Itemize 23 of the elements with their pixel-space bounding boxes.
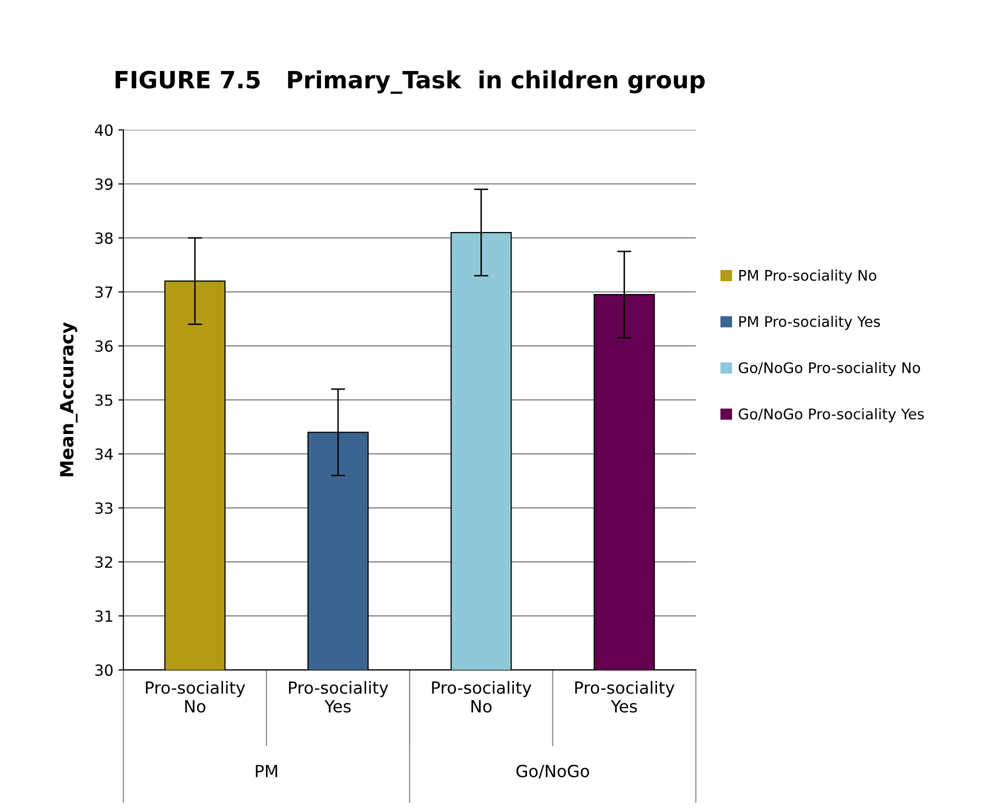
text: PM xyxy=(256,764,278,778)
y-tick-label: 40 xyxy=(94,124,113,136)
x-tick-label: Pro-sociality No xyxy=(432,681,532,713)
y-tick-label: 35 xyxy=(95,394,112,406)
y-tick-label: 39 xyxy=(95,178,113,190)
y-tick-label: 30 xyxy=(95,664,113,676)
x-tick-label: Pro-sociality No xyxy=(146,681,246,713)
y-tick-label: 37 xyxy=(95,286,112,298)
y-tick-label: 33 xyxy=(95,502,112,514)
legend-label: Go/NoGo Pro-sociality Yes xyxy=(738,408,924,422)
chart-title: FIGURE 7.5 Primary_Task in children group xyxy=(116,70,705,94)
y-tick-label: 32 xyxy=(95,556,112,568)
legend-label: PM Pro-sociality No xyxy=(739,270,876,284)
x-tick-label: Pro-sociality Yes xyxy=(289,681,388,713)
x-tick-label: Pro-sociality Yes xyxy=(575,681,674,713)
y-tick-label: 31 xyxy=(95,610,112,622)
y-axis-title: Mean_Accuracy xyxy=(60,322,78,476)
legend-label: PM Pro-sociality Yes xyxy=(739,316,880,330)
legend-label: Go/NoGo Pro-sociality No xyxy=(738,362,920,376)
text: Go/NoGo xyxy=(516,764,590,779)
y-tick-label: 38 xyxy=(95,232,113,244)
y-tick-label: 34 xyxy=(95,448,113,460)
y-tick-label: 36 xyxy=(95,340,113,352)
